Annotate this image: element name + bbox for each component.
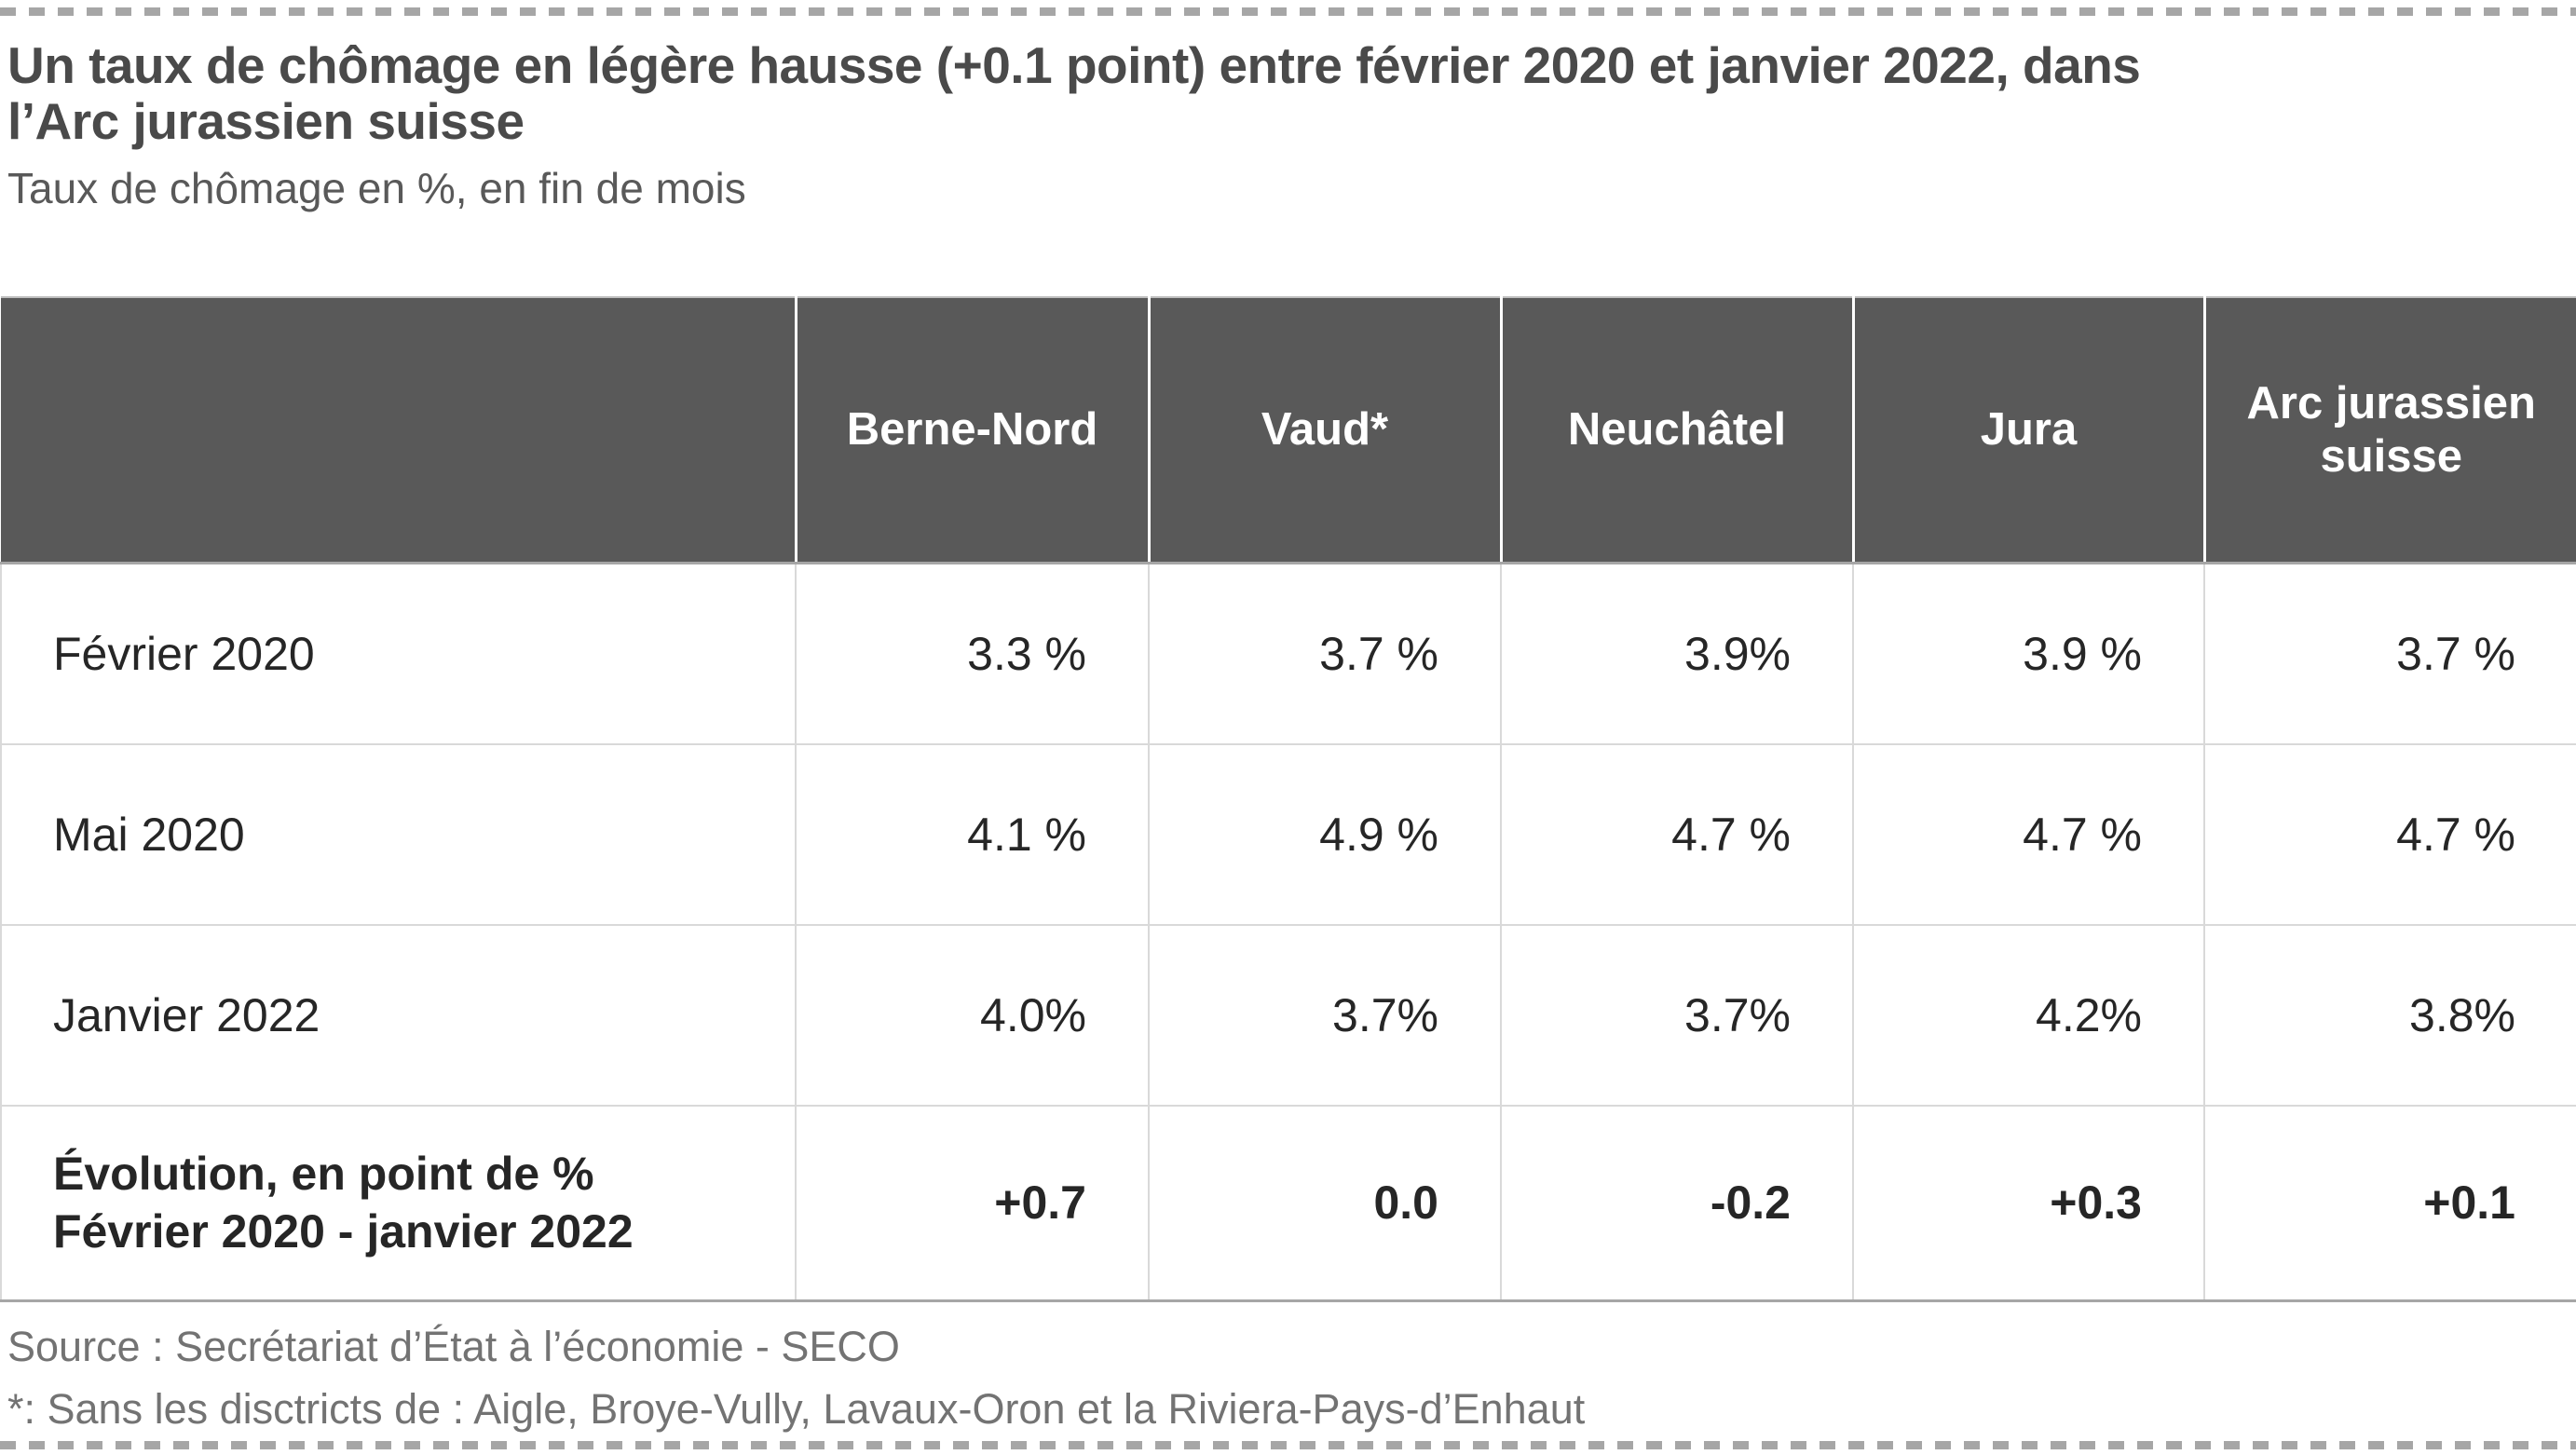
page-subtitle: Taux de chômage en %, en fin de mois [7, 164, 746, 212]
column-header-jura: Jura [1851, 296, 2204, 564]
column-header-vaud: Vaud* [1147, 296, 1501, 564]
value-cell: 4.7 % [1852, 742, 2204, 925]
unemployment-rate-table: Berne-Nord Vaud* Neuchâtel Jura Arc jura… [0, 296, 2576, 1302]
page-title-line1: Un taux de chômage en légère hausse (+0.… [7, 36, 2141, 94]
value-cell: 4.9 % [1148, 742, 1501, 925]
value-cell: 4.0% [795, 923, 1149, 1106]
row-label-evolution: Évolution, en point de % Février 2020 - … [0, 1104, 796, 1302]
table-row-mai-2020: Mai 2020 4.1 % 4.9 % 4.7 % 4.7 % 4.7 % [0, 742, 2576, 925]
table-row-fevrier-2020: Février 2020 3.3 % 3.7 % 3.9% 3.9 % 3.7 … [0, 563, 2576, 744]
value-cell: 3.3 % [795, 563, 1149, 744]
row-label-mai-2020: Mai 2020 [0, 742, 796, 925]
value-cell: 3.9 % [1852, 563, 2204, 744]
value-cell: -0.2 [1500, 1104, 1853, 1302]
value-cell: +0.3 [1852, 1104, 2204, 1302]
value-cell: 3.7% [1500, 923, 1853, 1106]
value-cell: +0.1 [2203, 1104, 2576, 1302]
value-cell: 4.2% [1852, 923, 2204, 1106]
column-header-neuchatel: Neuchâtel [1499, 296, 1853, 564]
source-text: Source : Secrétariat d’État à l’économie… [7, 1323, 900, 1370]
value-cell: 4.7 % [1500, 742, 1853, 925]
table-header-row: Berne-Nord Vaud* Neuchâtel Jura Arc jura… [1, 296, 2576, 564]
value-cell: +0.7 [795, 1104, 1149, 1302]
value-cell: 3.7 % [1148, 563, 1501, 744]
title-block: Un taux de chômage en légère hausse (+0.… [0, 0, 2576, 214]
value-cell: 3.9% [1500, 563, 1853, 744]
row-label-fevrier-2020: Février 2020 [0, 563, 796, 744]
dashed-border-bottom [0, 1441, 2576, 1449]
value-cell: 3.7 % [2203, 563, 2576, 744]
column-header-berne-nord: Berne-Nord [794, 296, 1149, 564]
column-header-empty [1, 296, 796, 564]
dashed-border-top [0, 7, 2576, 16]
column-header-arc-jurassien: Arc jurassien suisse [2202, 296, 2576, 564]
evolution-label-line1: Évolution, en point de % [53, 1148, 594, 1201]
footnote-text: *: Sans les disctricts de : Aigle, Broye… [7, 1385, 1586, 1433]
evolution-label-line2: Février 2020 - janvier 2022 [53, 1205, 634, 1258]
page-title-line2: l’Arc jurassien suisse [7, 92, 525, 150]
value-cell: 3.8% [2203, 923, 2576, 1106]
value-cell: 3.7% [1148, 923, 1501, 1106]
value-cell: 4.7 % [2203, 742, 2576, 925]
value-cell: 0.0 [1148, 1104, 1501, 1302]
table-row-janvier-2022: Janvier 2022 4.0% 3.7% 3.7% 4.2% 3.8% [0, 923, 2576, 1106]
table-row-evolution: Évolution, en point de % Février 2020 - … [0, 1104, 2576, 1302]
footer-block: Source : Secrétariat d’État à l’économie… [0, 1315, 2576, 1440]
row-label-janvier-2022: Janvier 2022 [0, 923, 796, 1106]
value-cell: 4.1 % [795, 742, 1149, 925]
